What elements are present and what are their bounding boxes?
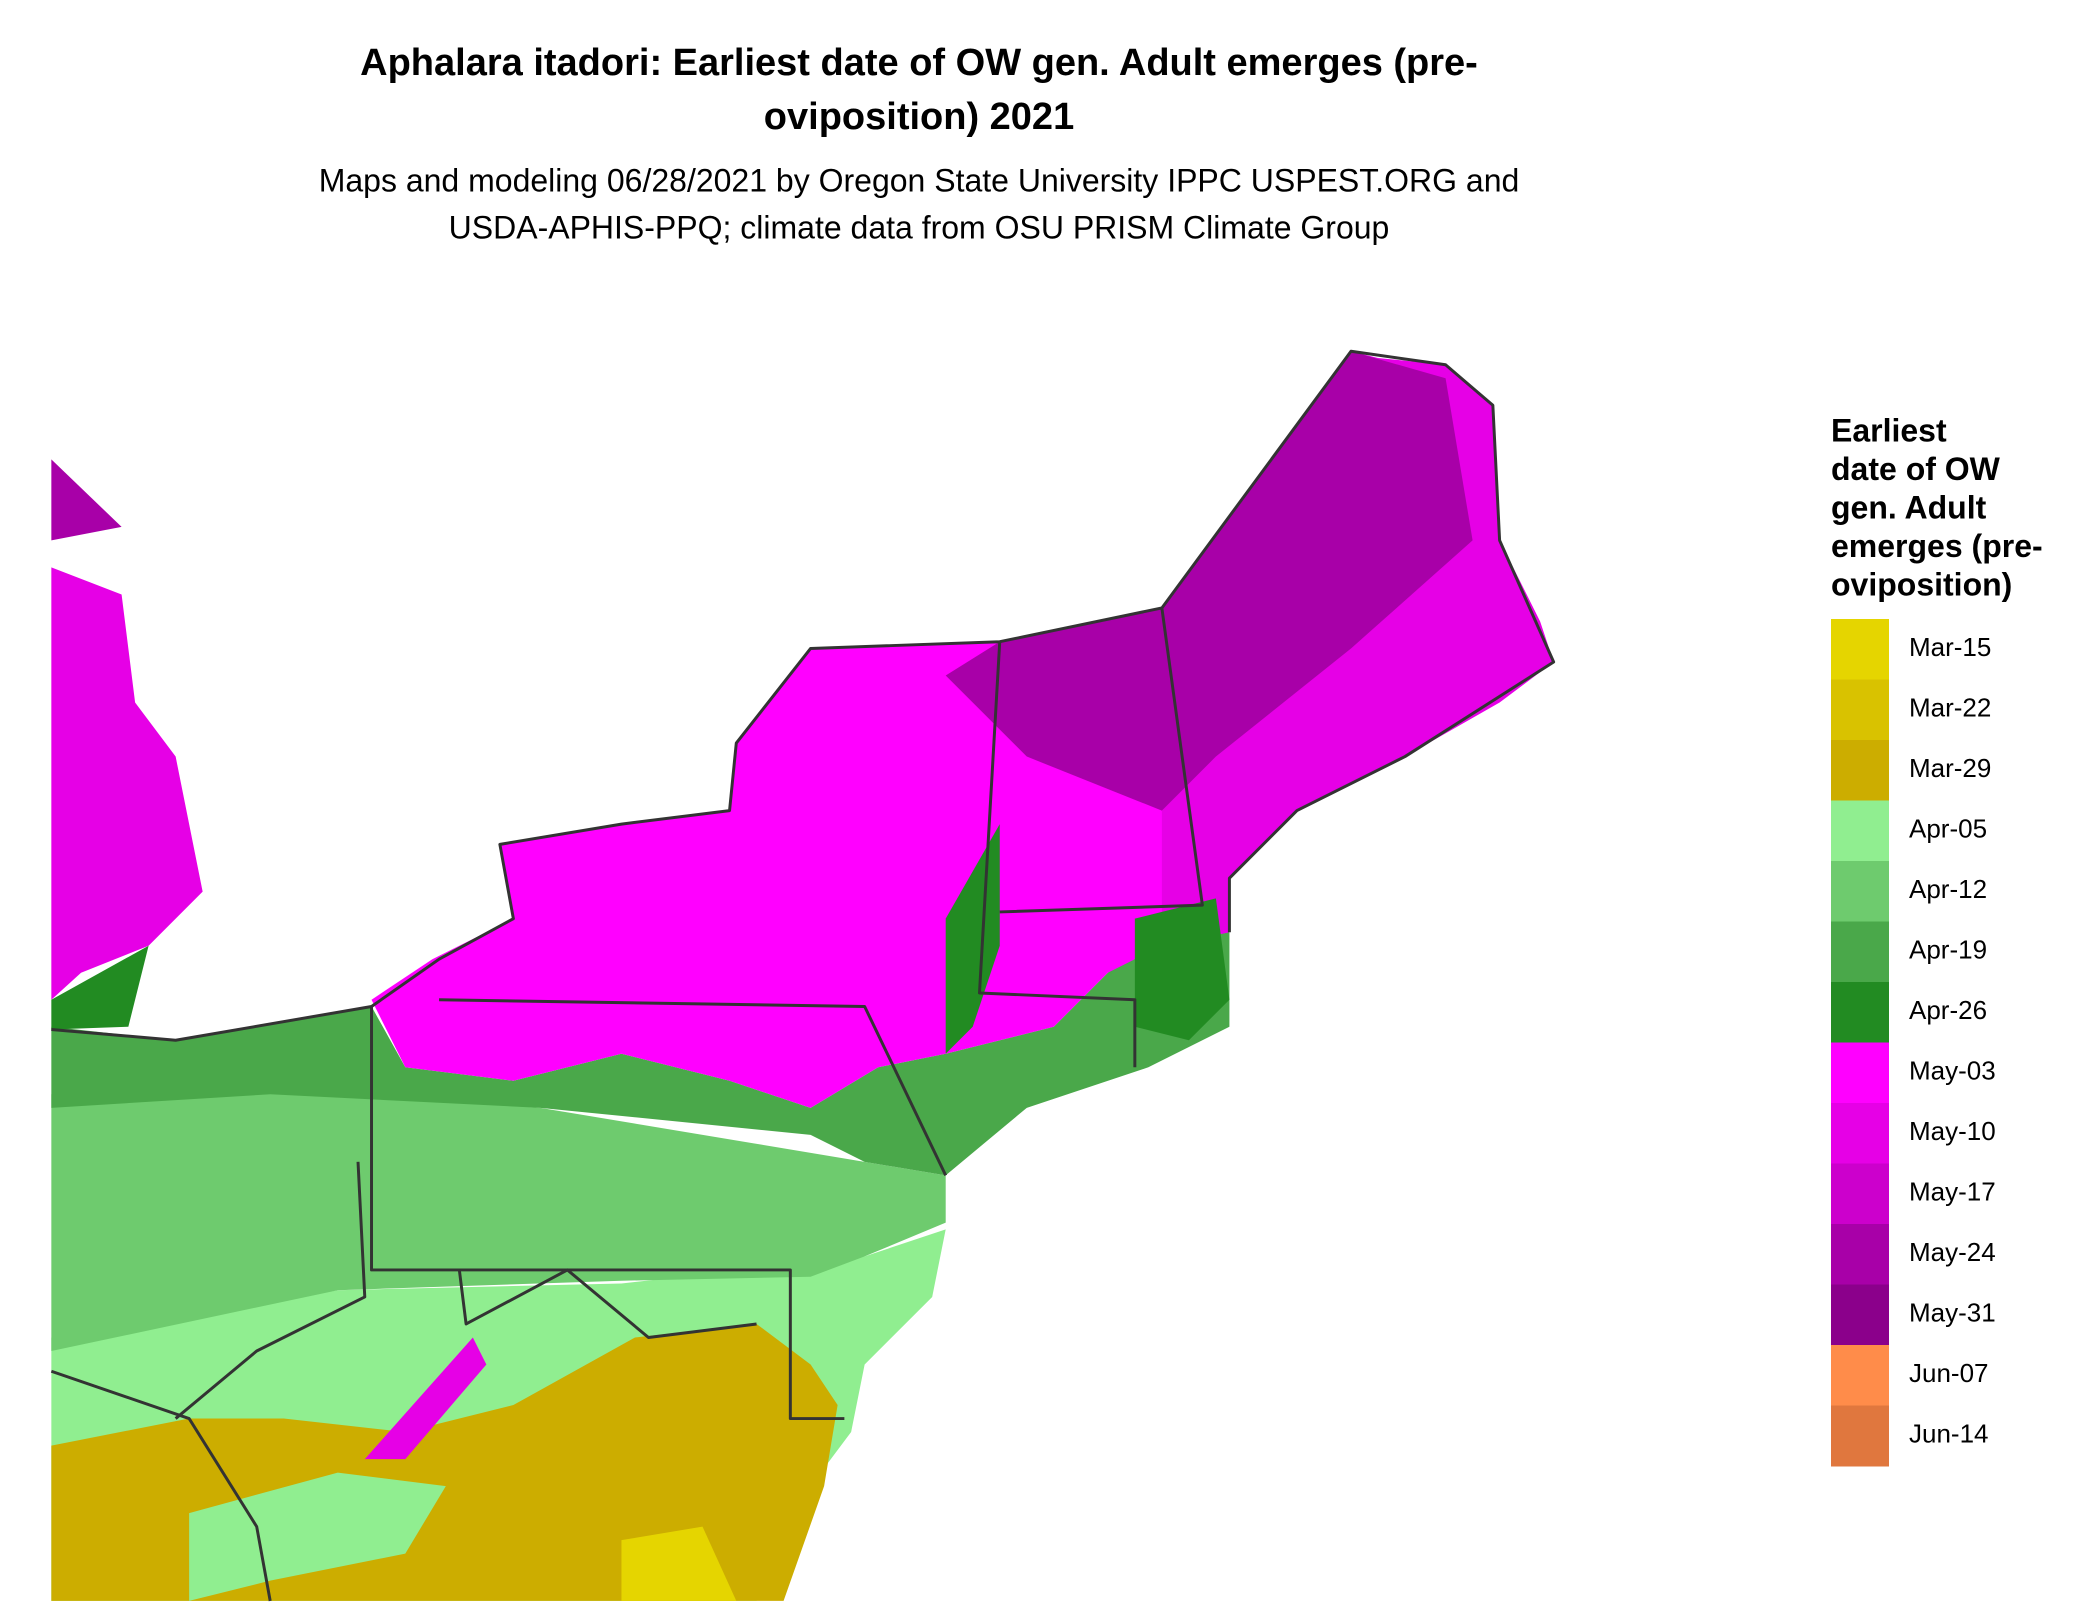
region [621,1526,737,1601]
legend-label: Jun-07 [1909,1358,1989,1388]
state-border [439,998,948,1177]
legend-label: Apr-05 [1909,814,1987,844]
region [1134,898,1230,1041]
region [51,459,122,541]
region [189,1472,446,1601]
legend-swatch [1831,1224,1889,1285]
legend-label: May-17 [1909,1177,1996,1207]
region [51,945,149,1030]
legend-title: gen. Adult [1831,489,1987,525]
region [51,1087,946,1352]
map [50,349,1556,1602]
state-border [457,1268,757,1339]
legend-swatch [1831,1042,1889,1104]
state-border [174,1161,367,1420]
legend-title: emerges (pre- [1831,528,2043,564]
legend-swatch [1831,921,1889,983]
state-border [977,641,1137,1068]
legend-swatch [1831,740,1889,801]
legend-label: May-03 [1909,1056,1996,1086]
state-border [50,1369,272,1602]
legend-swatch [1831,861,1889,922]
titles: Aphalara itadori: Earliest date of OW ge… [319,42,1520,245]
legend-label: Mar-22 [1909,693,1991,723]
state-border [370,1006,845,1421]
legend-swatch [1831,1284,1889,1346]
legend-label: Mar-15 [1909,632,1991,662]
legend-label: May-31 [1909,1298,1996,1328]
region [51,567,203,1000]
legend-title: Earliest [1831,412,1947,448]
legend-label: May-24 [1909,1237,1996,1267]
legend-swatch [1831,800,1889,862]
subtitle: Maps and modeling 06/28/2021 by Oregon S… [319,162,1520,198]
legend-label: Mar-29 [1909,753,1991,783]
legend-swatch [1831,1345,1889,1406]
legend-swatch [1831,679,1889,741]
legend-swatch [1831,619,1889,680]
region [51,932,1230,1176]
legend-label: Apr-19 [1909,935,1987,965]
subtitle: USDA-APHIS-PPQ; climate data from OSU PR… [449,209,1390,245]
legend-title: oviposition) [1831,566,2012,602]
legend-title: date of OW [1831,451,2001,487]
title: oviposition) 2021 [764,96,1074,138]
legend-swatch [1831,1163,1889,1225]
legend-label: Apr-12 [1909,874,1987,904]
region [945,351,1473,811]
legend-swatch [1831,1103,1889,1164]
legend-label: May-10 [1909,1116,1996,1146]
legend-swatch [1831,1405,1889,1467]
legend-swatch [1831,982,1889,1043]
legend-label: Apr-26 [1909,995,1987,1025]
title: Aphalara itadori: Earliest date of OW ge… [360,42,1478,84]
region [364,1337,487,1460]
legend-label: Jun-14 [1909,1419,1989,1449]
state-border [999,607,1204,914]
